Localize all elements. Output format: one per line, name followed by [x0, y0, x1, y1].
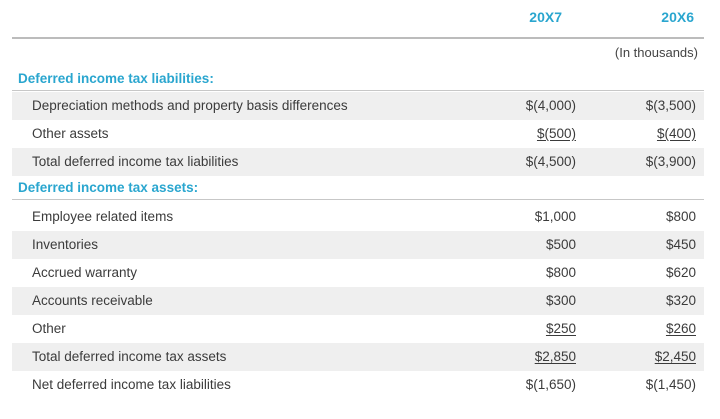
table-row: Accrued warranty $800 $620: [12, 259, 704, 287]
row-label: Employee related items: [32, 209, 174, 224]
column-year-20x7: 20X7: [529, 9, 562, 25]
column-header: 20X7 20X6: [0, 0, 720, 38]
table-row: Depreciation methods and property basis …: [12, 92, 704, 120]
row-label: Depreciation methods and property basis …: [32, 98, 348, 113]
row-label: Total deferred income tax liabilities: [32, 154, 239, 169]
value-20x7: $2,850: [534, 349, 576, 364]
value-20x7: $(4,000): [525, 98, 576, 113]
units-note: (In thousands): [614, 45, 698, 60]
table-row: Accounts receivable $300 $320: [12, 287, 704, 315]
header-divider: [12, 37, 704, 39]
value-20x6: $(400): [656, 126, 696, 141]
value-20x7: $300: [545, 293, 576, 308]
section-heading-assets: Deferred income tax assets:: [18, 180, 199, 195]
row-label: Accrued warranty: [32, 265, 138, 280]
value-20x6: $320: [665, 293, 696, 308]
value-20x7: $(500): [536, 126, 576, 141]
value-20x6: $620: [665, 265, 696, 280]
section-divider: [12, 90, 704, 91]
table-row: Total deferred income tax assets $2,850 …: [12, 343, 704, 371]
section-heading-liabilities: Deferred income tax liabilities:: [18, 71, 214, 86]
table-row: Inventories $500 $450: [12, 231, 704, 259]
value-20x6: $260: [665, 321, 696, 336]
value-20x6: $2,450: [654, 349, 696, 364]
value-20x6: $(3,500): [645, 98, 696, 113]
value-20x7: $500: [545, 237, 576, 252]
table-row: Employee related items $1,000 $800: [12, 203, 704, 231]
table-row: Total deferred income tax liabilities $(…: [12, 148, 704, 176]
value-20x6: $800: [665, 209, 696, 224]
value-20x7: $1,000: [534, 209, 576, 224]
row-label: Other assets: [32, 126, 109, 141]
value-20x7: $800: [545, 265, 576, 280]
row-label: Other: [32, 321, 66, 336]
table-row: Net deferred income tax liabilities $(1,…: [12, 371, 704, 399]
column-year-20x6: 20X6: [661, 9, 694, 25]
row-label: Total deferred income tax assets: [32, 349, 227, 364]
value-20x7: $250: [545, 321, 576, 336]
table-row: Other $250 $260: [12, 315, 704, 343]
value-20x6: $(3,900): [645, 154, 696, 169]
row-label: Accounts receivable: [32, 293, 153, 308]
value-20x7: $(1,650): [525, 377, 576, 392]
row-label: Inventories: [32, 237, 99, 252]
value-20x7: $(4,500): [525, 154, 576, 169]
table-row: Other assets $(500) $(400): [12, 120, 704, 148]
row-label: Net deferred income tax liabilities: [32, 377, 231, 392]
section-divider: [12, 199, 704, 200]
value-20x6: $450: [665, 237, 696, 252]
value-20x6: $(1,450): [645, 377, 696, 392]
